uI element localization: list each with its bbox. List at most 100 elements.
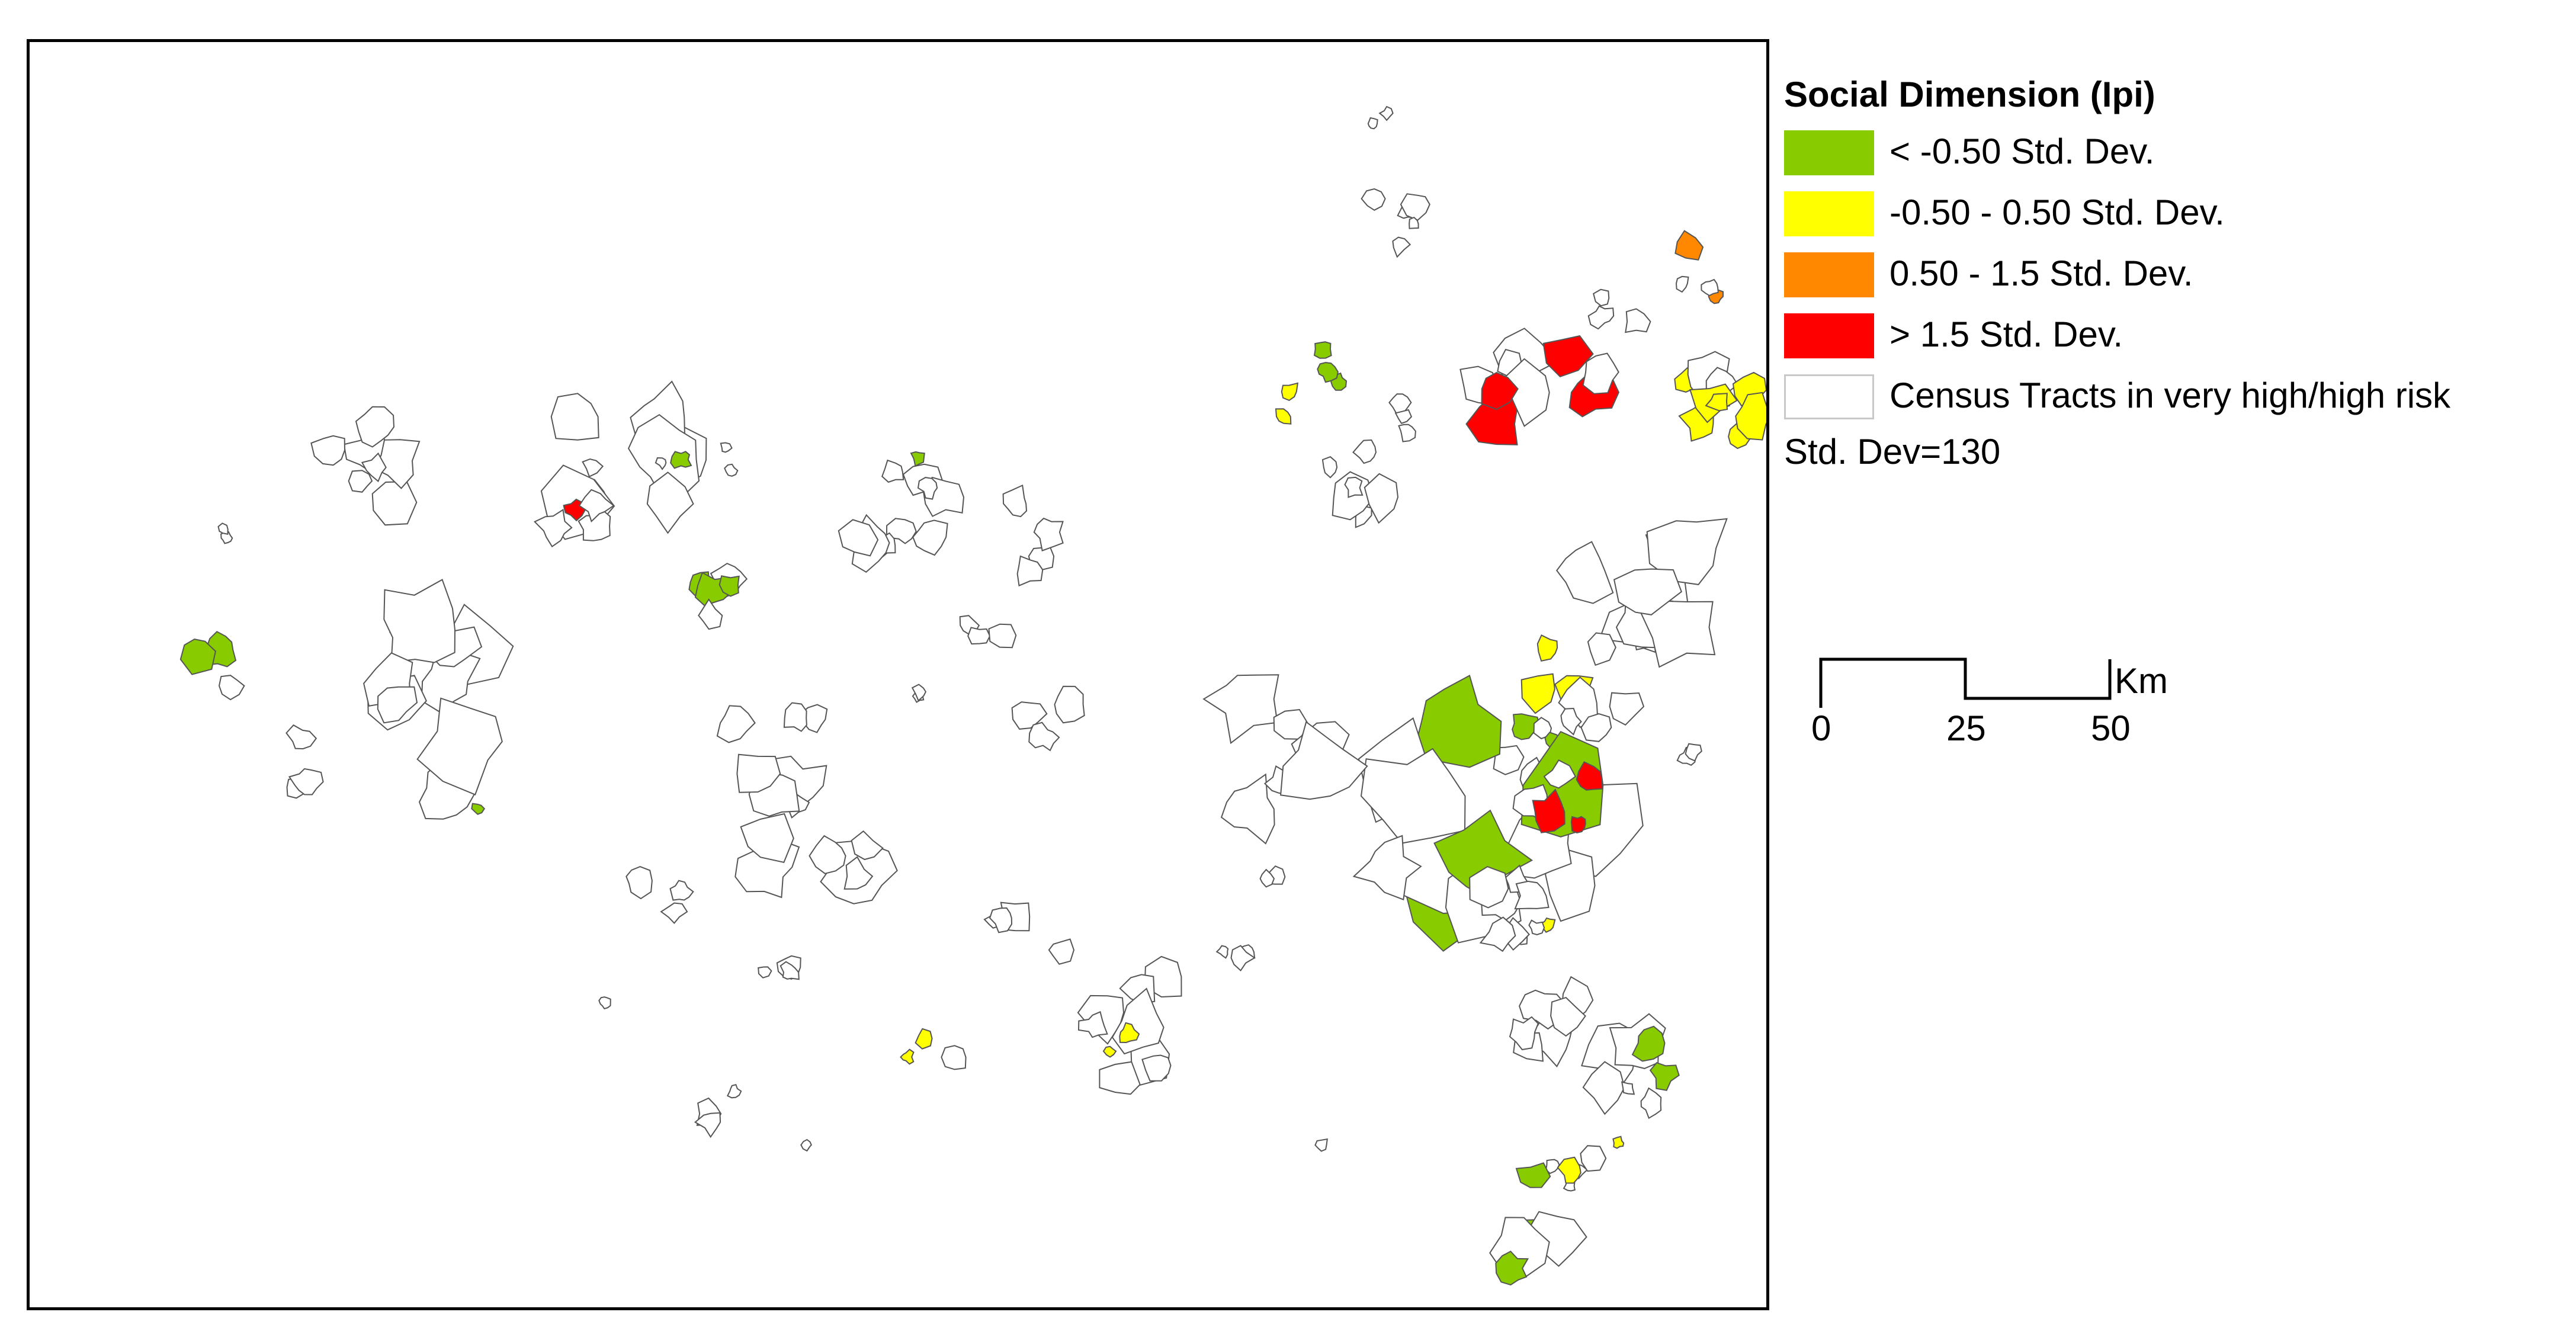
tract-polygon [533,508,573,548]
tract-polygon [698,598,723,630]
legend-label-orange: 0.50 - 1.5 Std. Dev. [1890,254,2193,293]
tract-polygon [1542,335,1594,378]
tract-polygon [285,724,317,750]
tract-polygon [1621,1081,1635,1095]
tract-polygon [1640,600,1716,668]
tract-polygon [1705,393,1728,412]
scale-bar-graphic [1819,657,2112,708]
legend-item-green: < -0.50 Std. Dev. [1784,122,2566,183]
tract-polygon [1344,476,1364,498]
tract-polygon [1275,408,1292,425]
legend-item-orange: 0.50 - 1.5 Std. Dev. [1784,244,2566,305]
tract-polygon [355,406,395,448]
tract-polygon [1550,996,1586,1037]
tract-polygon [724,463,739,477]
tract-polygon [1220,773,1275,845]
tract-polygon [989,907,1013,934]
tract-polygon [670,451,692,469]
tract-polygon [967,627,991,645]
tract-polygon [1394,409,1413,424]
tract-polygon [1493,745,1525,775]
legend-label-white: Census Tracts in very high/high risk [1890,376,2451,415]
tract-polygon [669,880,694,901]
tract-polygon [1281,382,1299,402]
legend-title: Social Dimension (Ipi) [1784,75,2155,114]
legend-item-red: > 1.5 Std. Dev. [1784,305,2566,366]
tract-polygon [1119,1022,1140,1044]
tract-polygon [1557,1156,1581,1184]
tract-polygon [900,1048,915,1065]
tract-polygon [838,519,879,557]
legend-label-red: > 1.5 Std. Dev. [1890,315,2123,354]
stddev-note: Std. Dev=130 [1784,432,2001,471]
legend: Social Dimension (Ipi) < -0.50 Std. Dev.… [1784,71,2566,476]
tract-polygon [843,856,874,890]
tract-polygon [1543,759,1577,789]
tract-polygon [416,697,503,796]
tract-polygon [660,902,688,925]
legend-item-white: Census Tracts in very high/high risk [1784,366,2566,427]
legend-label-green: < -0.50 Std. Dev. [1890,131,2155,171]
tract-polygon [1685,743,1702,762]
tract-polygon [1545,1159,1560,1175]
legend-swatch-red [1784,313,1874,358]
tract-polygon [911,684,927,702]
tract-polygon [1570,816,1586,833]
tract-polygon [1649,1061,1680,1091]
tract-polygon [1392,236,1411,258]
tract-polygon [179,638,216,675]
tract-polygon [1701,278,1719,297]
tract-polygon [758,966,772,979]
tract-polygon [1609,692,1645,726]
tract-polygon [1314,1138,1328,1152]
tract-polygon [582,458,604,477]
tract-polygon [361,452,387,483]
tract-polygon [941,1045,967,1070]
tract-polygon [1675,275,1689,293]
tract-polygon [1587,305,1615,330]
tract-polygon [1215,945,1229,959]
legend-swatch-white [1784,374,1874,419]
tract-polygon [598,996,611,1010]
tract-polygon [1321,456,1338,479]
tract-polygon [1352,835,1422,901]
tract-polygon [288,768,324,796]
tract-polygon [1613,568,1682,615]
scale-unit-label: Km [2115,661,2168,701]
tract-polygon [1352,439,1377,464]
tract-polygon [915,1028,933,1050]
tract-polygon [988,623,1017,649]
tract-polygon [851,830,884,861]
tract-polygon [1102,1045,1117,1058]
tract-polygon [917,477,938,500]
map-frame [27,39,1769,1310]
tract-polygon [1576,761,1603,791]
tract-polygon [1582,352,1619,394]
tract-polygon [886,518,917,544]
tract-polygon [310,435,346,466]
tract-polygon [1378,105,1394,121]
tract-polygon [1509,1016,1539,1051]
tract-polygon [1514,880,1550,910]
tract-polygon [1398,424,1416,442]
tract-polygon [550,393,599,441]
tract-polygon [726,1084,742,1099]
tract-polygon [1360,748,1466,844]
tract-polygon [800,1138,812,1152]
tract-polygon [809,835,846,874]
tract-polygon [716,705,756,743]
tract-polygon [1479,916,1516,952]
tract-polygon [578,489,615,523]
tract-polygon [1612,1135,1625,1149]
tract-polygon [371,481,418,526]
tract-polygon [377,686,418,724]
tract-polygon [1640,1087,1662,1120]
tract-polygon [1413,675,1502,768]
tract-polygon [720,442,733,453]
tract-polygon [740,813,794,864]
tract-polygon [779,961,800,980]
scale-tick-25: 25 [1946,708,1986,748]
tract-polygon [736,753,781,793]
legend-label-yellow: -0.50 - 0.50 Std. Dev. [1890,193,2225,232]
tract-polygon [1580,713,1612,742]
